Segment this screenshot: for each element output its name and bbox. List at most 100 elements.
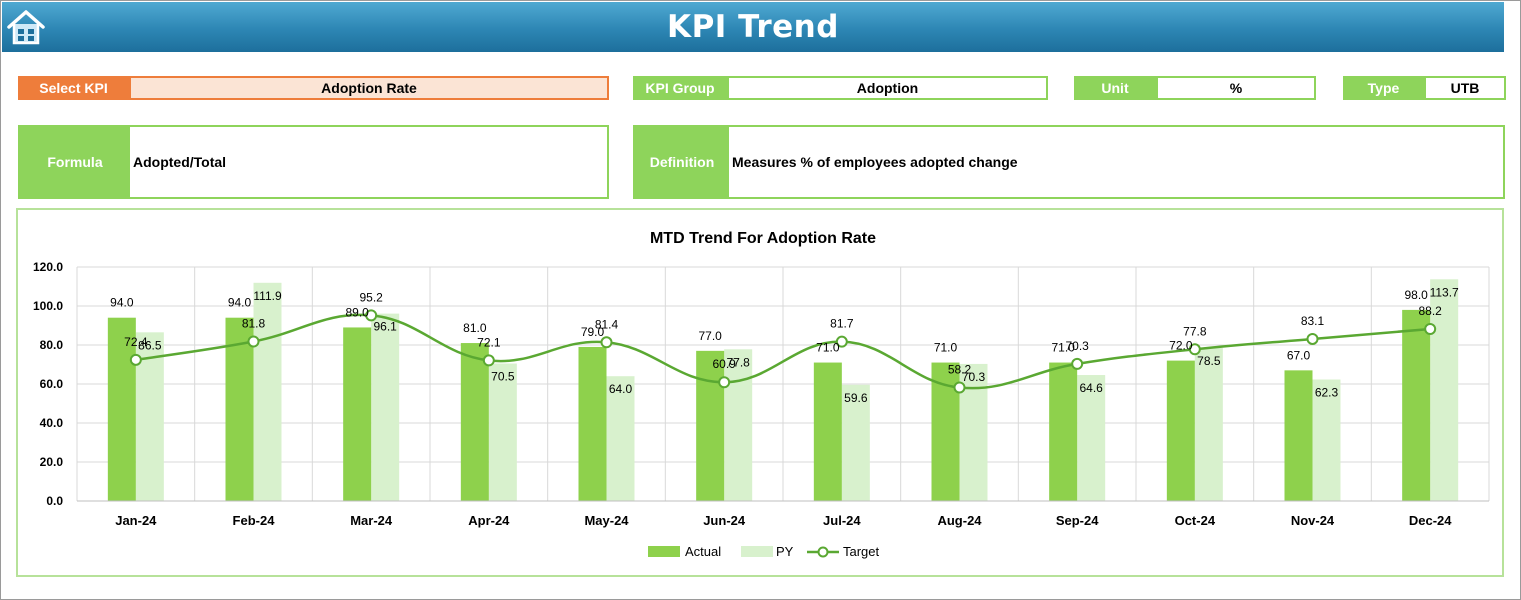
target-data-label: 70.3 <box>1065 339 1089 353</box>
target-data-label: 88.2 <box>1418 304 1442 318</box>
actual-data-label: 94.0 <box>228 296 252 310</box>
py-data-label: 59.6 <box>844 391 868 405</box>
target-data-label: 81.4 <box>595 317 619 331</box>
x-tick-label: Oct-24 <box>1175 513 1216 528</box>
chart-axes: 0.0 20.0 40.0 60.0 80.0 100.0 120.0 Jan-24 Feb-2… <box>33 260 1489 528</box>
x-tick-label: May-24 <box>584 513 629 528</box>
type-field: Type UTB <box>1343 76 1506 100</box>
target-line <box>129 309 1437 394</box>
py-data-label: 86.5 <box>138 338 162 352</box>
target-point <box>1071 357 1084 370</box>
x-tick-label: Mar-24 <box>350 513 393 528</box>
target-data-label: 83.1 <box>1301 314 1325 328</box>
py-data-label: 78.5 <box>1197 354 1221 368</box>
unit-value: % <box>1156 76 1316 100</box>
py-bar <box>1194 347 1223 501</box>
py-bar <box>841 384 870 501</box>
py-bar <box>371 313 400 501</box>
target-data-label: 81.7 <box>830 317 854 331</box>
x-tick-label: Nov-24 <box>1291 513 1335 528</box>
py-bar <box>488 363 517 501</box>
chart-grid <box>76 266 1490 502</box>
legend-py-label: PY <box>776 544 794 559</box>
chart-bars <box>107 279 1459 501</box>
kpi-group-value: Adoption <box>727 76 1048 100</box>
py-data-label: 62.3 <box>1315 386 1339 400</box>
actual-bar <box>107 317 136 501</box>
mtd-trend-chart: MTD Trend For Adoption Rate 94.0 86.5 94.0… <box>33 230 1490 559</box>
page-title: KPI Trend <box>667 9 839 45</box>
target-data-label: 58.2 <box>948 363 972 377</box>
chart-legend: Actual PY Target <box>648 544 880 559</box>
select-kpi-label: Select KPI <box>18 76 129 100</box>
legend-py-swatch <box>741 546 773 557</box>
actual-bar <box>578 346 607 501</box>
actual-data-label: 67.0 <box>1287 348 1311 362</box>
target-point <box>129 353 142 366</box>
x-tick-label: Feb-24 <box>233 513 276 528</box>
chart-container: MTD Trend For Adoption Rate 94.0 86.5 94.0… <box>16 208 1504 577</box>
actual-data-label: 98.0 <box>1404 288 1428 302</box>
y-tick-label: 40.0 <box>40 416 64 430</box>
x-tick-label: Jul-24 <box>823 513 861 528</box>
formula-box: Formula Adopted/Total <box>18 125 609 199</box>
kpi-group-field: KPI Group Adoption <box>633 76 1048 100</box>
target-point <box>835 335 848 348</box>
actual-bar <box>1166 360 1195 501</box>
y-tick-label: 120.0 <box>33 260 63 274</box>
target-data-label: 60.9 <box>712 357 736 371</box>
y-tick-label: 60.0 <box>40 377 64 391</box>
actual-bar <box>813 362 842 501</box>
target-point <box>1188 343 1201 356</box>
type-value: UTB <box>1424 76 1506 100</box>
py-data-label: 77.8 <box>726 355 750 369</box>
actual-data-label: 71.0 <box>934 341 958 355</box>
actual-bar <box>1284 370 1313 501</box>
target-data-label: 81.8 <box>242 316 266 330</box>
actual-data-label: 77.0 <box>698 329 722 343</box>
legend-actual-swatch <box>648 546 680 557</box>
x-tick-label: Apr-24 <box>468 513 510 528</box>
actual-data-label: 79.0 <box>581 325 605 339</box>
chart-data-labels: 94.086.594.0 111.989.096.1 81.070.579.064.… <box>110 285 1459 404</box>
py-bar <box>1312 379 1341 501</box>
target-point <box>1306 332 1319 345</box>
y-tick-label: 100.0 <box>33 299 63 313</box>
x-tick-label: Sep-24 <box>1056 513 1099 528</box>
legend-actual-label: Actual <box>685 544 721 559</box>
type-label: Type <box>1343 76 1424 100</box>
actual-bar <box>1402 309 1431 501</box>
definition-value: Measures % of employees adopted change <box>732 154 1018 170</box>
legend-target-label: Target <box>843 544 880 559</box>
unit-label: Unit <box>1074 76 1156 100</box>
unit-field: Unit % <box>1074 76 1316 100</box>
select-kpi-dropdown[interactable]: Adoption Rate <box>129 76 609 100</box>
actual-data-label: 94.0 <box>110 296 134 310</box>
x-tick-label: Dec-24 <box>1409 513 1452 528</box>
py-data-label: 64.6 <box>1079 381 1103 395</box>
legend-target-marker <box>817 546 829 558</box>
kpi-group-label: KPI Group <box>633 76 727 100</box>
actual-bar <box>696 350 725 501</box>
target-point <box>365 309 378 322</box>
py-bar <box>1077 375 1106 501</box>
x-tick-label: Jan-24 <box>115 513 157 528</box>
formula-label: Formula <box>20 127 130 197</box>
home-icon[interactable] <box>6 8 46 46</box>
definition-box: Definition Measures % of employees adopt… <box>633 125 1505 199</box>
y-tick-label: 20.0 <box>40 455 64 469</box>
target-point <box>600 336 613 349</box>
actual-data-label: 71.0 <box>1051 341 1075 355</box>
py-bar <box>606 376 635 501</box>
py-data-label: 70.5 <box>491 370 515 384</box>
py-data-label: 64.0 <box>609 382 633 396</box>
select-kpi-field: Select KPI Adoption Rate <box>18 76 609 100</box>
target-point <box>718 376 731 389</box>
py-data-label: 96.1 <box>373 320 397 334</box>
y-tick-label: 0.0 <box>46 494 63 508</box>
actual-data-label: 89.0 <box>345 305 369 319</box>
actual-bar <box>225 317 254 501</box>
target-point <box>1424 323 1437 336</box>
py-data-label: 70.3 <box>962 370 986 384</box>
x-tick-label: Jun-24 <box>703 513 746 528</box>
